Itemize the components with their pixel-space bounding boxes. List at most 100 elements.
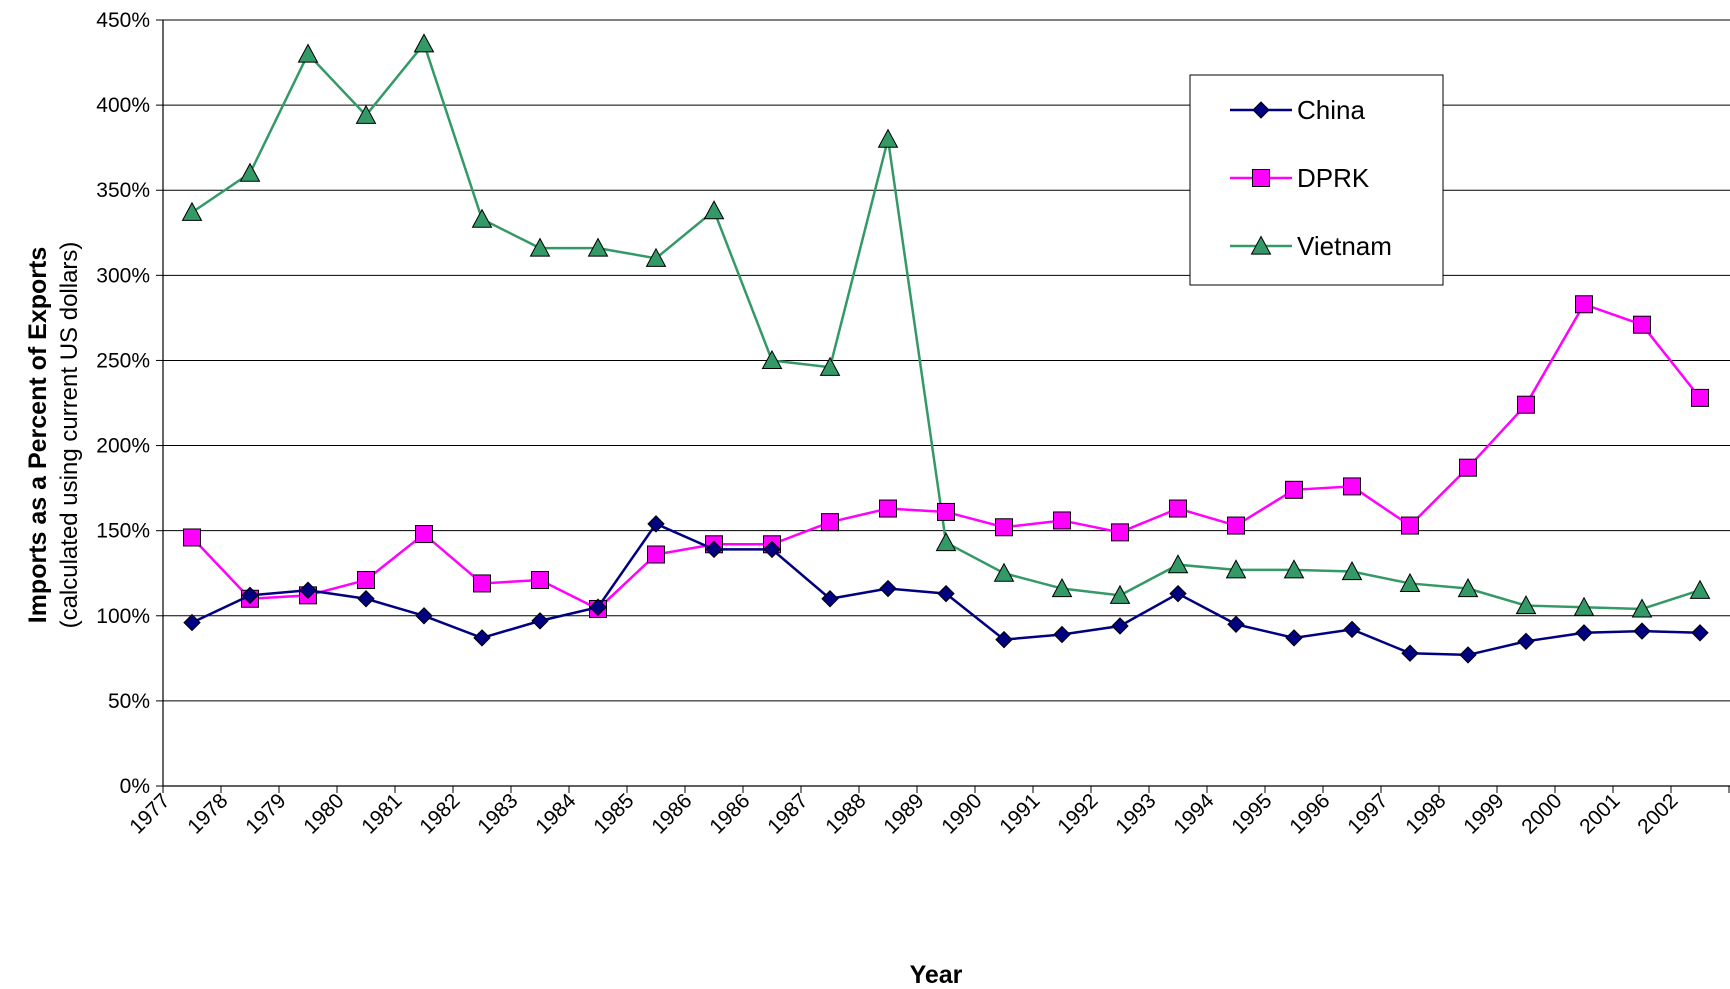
dprk-point	[1343, 477, 1361, 496]
y-tick-label: 400%	[96, 94, 150, 117]
china-point	[1691, 624, 1709, 642]
vietnam-line	[191, 41, 1701, 611]
x-tick-label: 1999	[1459, 789, 1508, 838]
x-tick-label: 1989	[879, 789, 928, 838]
china-point	[1633, 622, 1651, 640]
y-tick-label: 350%	[96, 179, 150, 202]
dprk-point	[1517, 395, 1535, 414]
series-dprk	[183, 295, 1709, 618]
vietnam-point	[993, 562, 1015, 582]
dprk-point	[821, 513, 839, 532]
dprk-point	[1633, 315, 1651, 334]
dprk-point	[1401, 516, 1419, 535]
legend-item-vietnam: Vietnam	[1230, 231, 1392, 261]
vietnam-point	[1631, 598, 1653, 618]
legend-marker	[1250, 235, 1272, 255]
legend-item-china: China	[1230, 95, 1365, 125]
x-axis-ticks: 1977 1978 1979 1980 1981 1982 1983 1984 1985 1986…	[125, 786, 1730, 839]
y-tick-label: 150%	[96, 520, 150, 543]
vietnam-point	[1341, 560, 1363, 581]
dprk-point	[415, 525, 433, 544]
dprk-point	[1285, 480, 1303, 499]
china-point	[473, 629, 491, 647]
china-point	[357, 590, 375, 608]
vietnam-point	[297, 43, 319, 63]
china-point	[1169, 584, 1187, 603]
dprk-point	[1691, 388, 1709, 407]
dprk-point	[1575, 295, 1593, 314]
vietnam-point	[1283, 559, 1305, 579]
legend-label: DPRK	[1297, 163, 1370, 193]
vietnam-point	[181, 201, 203, 221]
y-axis-ticks: 0% 50% 100% 150% 200% 250% 300% 350% 400% 450%	[96, 9, 163, 798]
dprk-point	[937, 502, 955, 521]
legend-marker	[1252, 169, 1270, 187]
vietnam-point	[1689, 579, 1711, 599]
dprk-point	[1053, 511, 1071, 530]
x-tick-label: 1981	[357, 789, 406, 838]
china-point	[415, 607, 433, 625]
legend-label: China	[1297, 95, 1365, 125]
vietnam-point	[413, 33, 435, 53]
vietnam-point	[645, 247, 667, 267]
vietnam-point	[1051, 577, 1073, 598]
dprk-point	[1169, 499, 1187, 518]
dprk-point	[1111, 523, 1129, 542]
x-tick-label: 1993	[1111, 789, 1160, 838]
vietnam-point	[1515, 595, 1537, 615]
china-point	[589, 598, 607, 616]
vietnam-point	[819, 356, 841, 376]
china-point	[1285, 629, 1303, 647]
china-point	[1459, 646, 1477, 664]
legend-label: Vietnam	[1297, 231, 1392, 261]
dprk-point	[879, 499, 897, 518]
dprk-point	[1227, 516, 1245, 535]
x-tick-label: 1986	[705, 789, 754, 838]
dprk-point	[183, 528, 201, 547]
china-point	[879, 579, 897, 598]
x-tick-label: 2001	[1575, 789, 1624, 838]
vietnam-point	[529, 237, 551, 257]
dprk-point	[1459, 458, 1477, 477]
vietnam-point	[471, 208, 493, 228]
legend-marker	[1252, 101, 1270, 119]
china-point	[995, 630, 1013, 649]
y-tick-label: 50%	[108, 690, 150, 713]
china-point	[1343, 620, 1361, 639]
x-tick-label: 2000	[1517, 789, 1566, 838]
china-point	[1053, 625, 1071, 644]
china-point	[183, 613, 201, 632]
china-point	[299, 581, 317, 599]
x-tick-label: 1987	[763, 789, 812, 838]
china-point	[241, 586, 259, 605]
x-axis-title: Year	[910, 961, 963, 989]
x-tick-label: 1995	[1227, 789, 1276, 838]
china-point	[531, 612, 549, 630]
x-tick-label: 1983	[473, 789, 522, 838]
x-tick-label: 1991	[995, 789, 1044, 838]
china-point	[705, 540, 723, 559]
x-tick-label: 1986	[647, 789, 696, 838]
series-layer	[181, 33, 1711, 664]
y-axis-subtitle: (calculated using current US dollars)	[56, 242, 83, 629]
series-vietnam	[181, 33, 1711, 618]
vietnam-point	[761, 349, 783, 370]
vietnam-point	[1399, 572, 1421, 593]
china-point	[1227, 615, 1245, 633]
legend: China DPRK Vietnam	[1189, 74, 1444, 286]
x-tick-label: 1998	[1401, 789, 1450, 838]
vietnam-point	[1573, 596, 1595, 616]
y-axis-title: Imports as a Percent of Exports	[24, 247, 52, 624]
axes	[162, 20, 1730, 787]
vietnam-point	[1225, 559, 1247, 579]
x-tick-label: 1988	[821, 789, 870, 838]
china-point	[937, 584, 955, 603]
x-tick-label: 1994	[1169, 789, 1219, 839]
x-tick-label: 1980	[299, 789, 348, 838]
china-point	[1401, 644, 1419, 662]
vietnam-point	[587, 237, 609, 257]
vietnam-point	[1457, 577, 1479, 598]
y-tick-label: 100%	[96, 605, 150, 628]
legend-item-dprk: DPRK	[1230, 163, 1370, 193]
